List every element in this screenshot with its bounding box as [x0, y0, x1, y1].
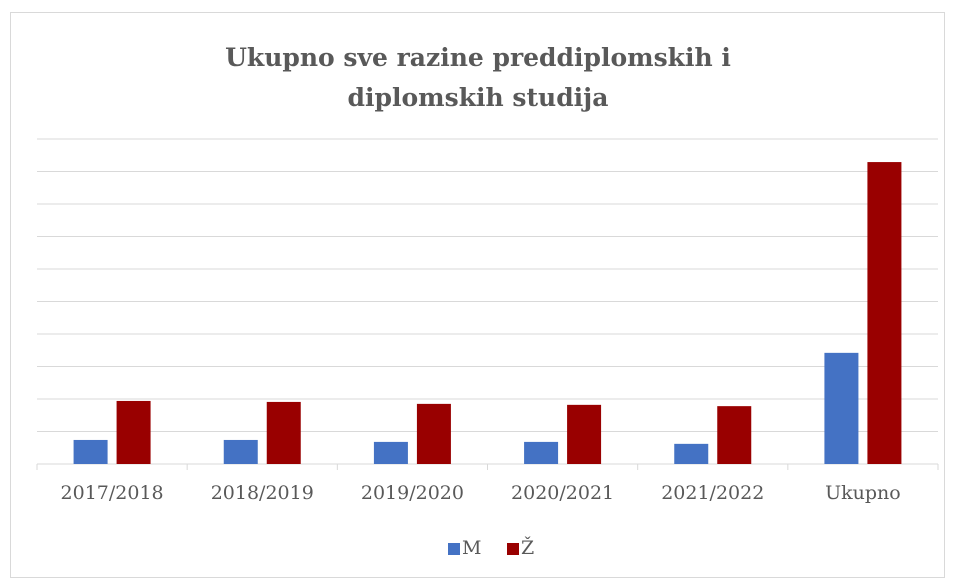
bar	[416, 403, 451, 464]
chart-frame	[10, 12, 945, 578]
x-tick-label: 2020/2021	[511, 482, 614, 504]
bar	[73, 439, 108, 464]
x-tick-label: 2021/2022	[661, 482, 764, 504]
bar	[717, 406, 752, 464]
legend-swatch	[448, 543, 460, 555]
legend-label: Ž	[521, 536, 534, 559]
legend-swatch	[507, 543, 519, 555]
bar	[266, 401, 301, 464]
x-tick-label: 2018/2019	[211, 482, 314, 504]
legend-label: M	[462, 537, 481, 559]
bar	[116, 400, 151, 464]
bar	[674, 443, 709, 464]
x-tick-label: 2019/2020	[361, 482, 464, 504]
bar	[567, 404, 602, 464]
bar	[524, 441, 559, 464]
bar	[223, 439, 258, 464]
bar	[824, 352, 859, 464]
x-tick-label: Ukupno	[825, 482, 901, 504]
bar	[373, 441, 408, 464]
bar	[867, 162, 902, 464]
x-tick-label: 2017/2018	[61, 482, 164, 504]
chart-title: Ukupno sve razine preddiplomskih i diplo…	[225, 43, 731, 112]
